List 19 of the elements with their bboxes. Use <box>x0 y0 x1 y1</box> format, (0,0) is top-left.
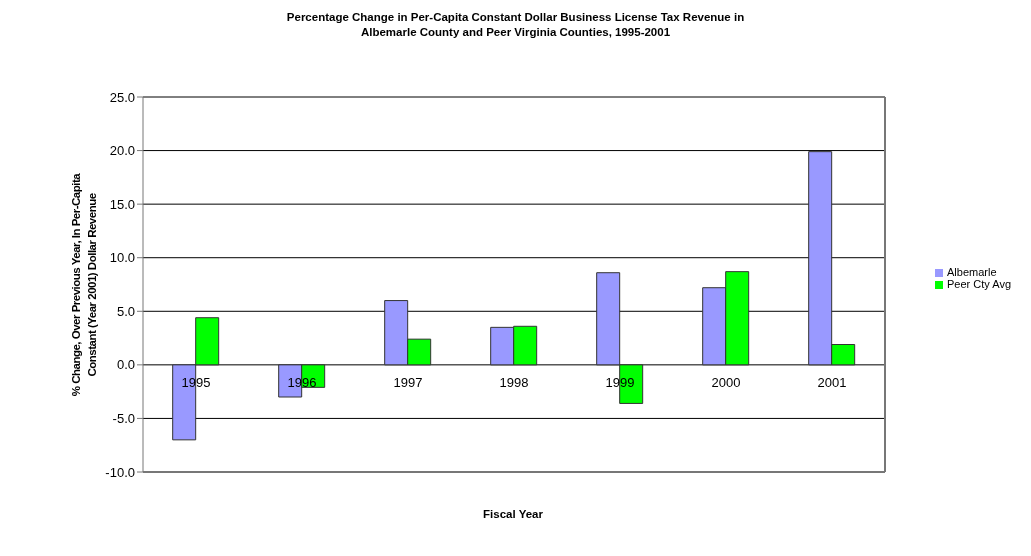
x-tick-label: 1999 <box>605 374 635 390</box>
y-tick-label: 25.0 <box>109 89 135 105</box>
y-tick-label: 0.0 <box>116 357 135 373</box>
chart-title: Percentage Change in Per-Capita Constant Dollar Business License Tax Revenue in Albemarle County and Peer Virginia Counties, 1995-2001 <box>285 10 746 40</box>
y-tick-label: -10.0 <box>105 464 135 480</box>
y-tick-label: 20.0 <box>109 143 135 159</box>
y-tick-label: 15.0 <box>109 196 135 212</box>
y-tick-label: -5.0 <box>112 411 135 427</box>
legend-label: Peer Cty Avg <box>947 278 1011 290</box>
x-axis-title: Fiscal Year <box>482 508 544 520</box>
x-tick-label: 2000 <box>711 374 741 390</box>
x-tick-label: 1997 <box>393 374 423 390</box>
x-tick-label: 1998 <box>499 374 529 390</box>
y-tick-label: 10.0 <box>109 250 135 266</box>
y-tick-label: 5.0 <box>116 303 135 319</box>
legend-label: Albemarle <box>947 266 997 278</box>
x-tick-label: 2001 <box>817 374 847 390</box>
x-tick-label: 1996 <box>287 374 317 390</box>
y-axis-title: % Change, Over Previous Year, In Per-Capita Constant (Year 2001) Dollar Revenue <box>69 172 99 398</box>
